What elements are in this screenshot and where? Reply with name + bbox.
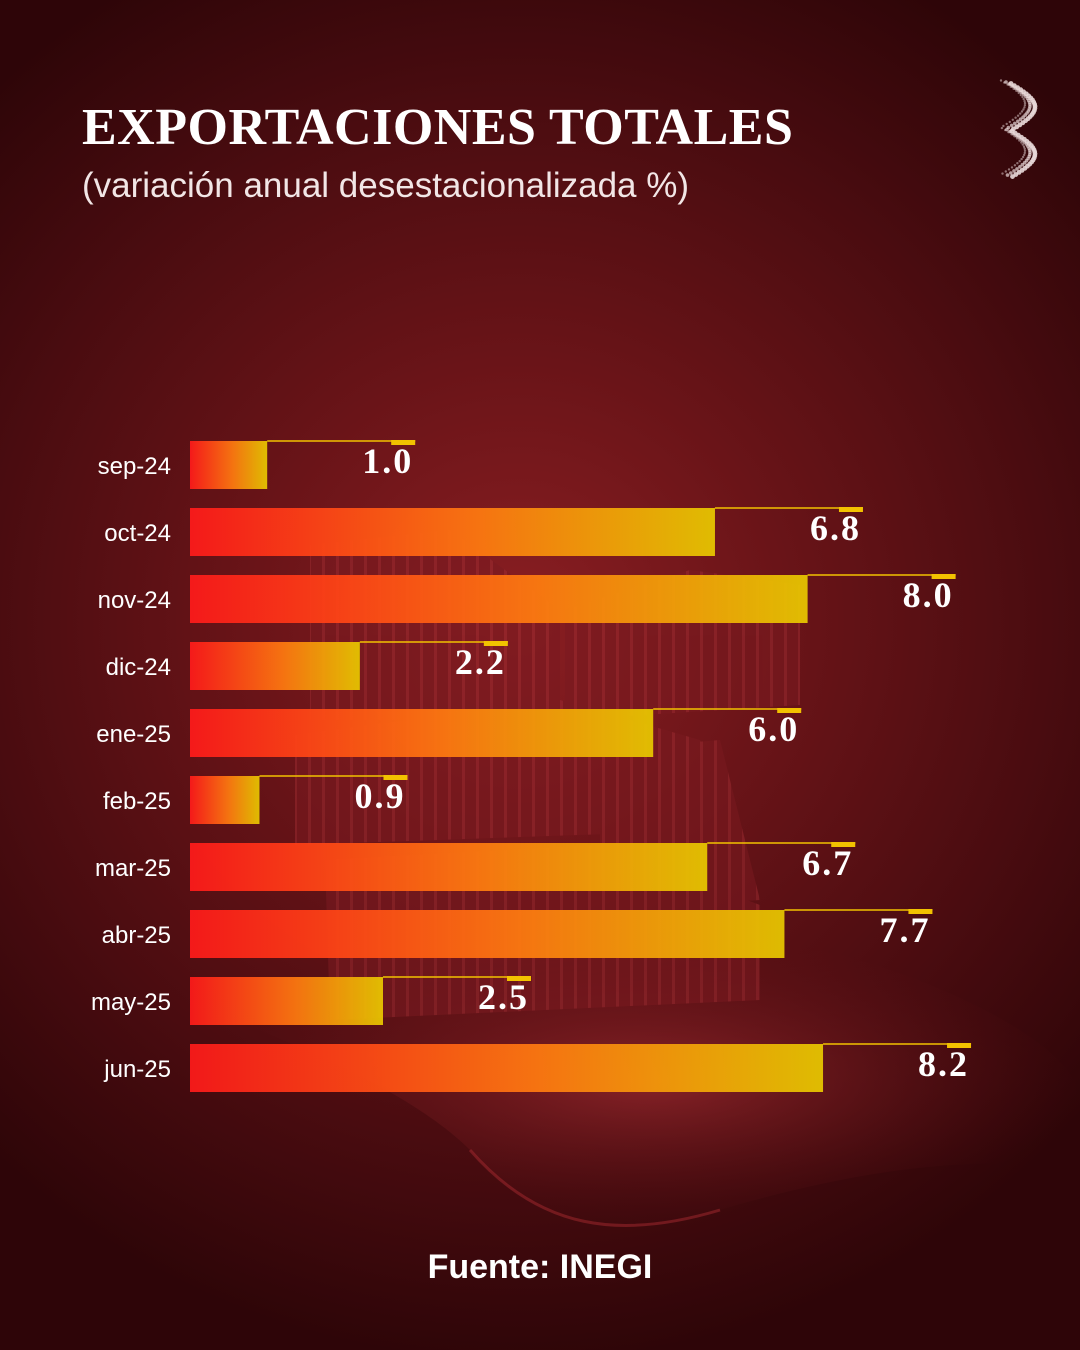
category-label: abr-25 xyxy=(102,922,171,949)
chart-subtitle: (variación anual desestacionalizada %) xyxy=(82,166,690,205)
category-label: sep-24 xyxy=(98,453,171,480)
value-label: 2.2 xyxy=(455,642,506,682)
bar-sep-24 xyxy=(190,441,268,489)
category-label: mar-25 xyxy=(95,855,171,882)
value-tab-marker xyxy=(483,641,508,646)
dotted-s-logo-icon xyxy=(999,79,1038,179)
chart-title: EXPORTACIONES TOTALES xyxy=(82,99,794,156)
bar-nov-24 xyxy=(190,575,808,623)
value-label: 7.7 xyxy=(879,910,930,950)
bar-may-25 xyxy=(190,977,383,1025)
bar-abr-25 xyxy=(190,910,785,958)
value-label: 1.0 xyxy=(362,441,413,481)
value-tab-marker xyxy=(831,842,856,847)
bar-ene-25 xyxy=(190,709,654,757)
value-tab-marker xyxy=(908,909,933,914)
value-tab-marker xyxy=(838,507,863,512)
value-label: 6.8 xyxy=(810,508,861,548)
value-tab-marker xyxy=(391,440,416,445)
bar-jun-25 xyxy=(190,1044,824,1092)
value-tab-marker xyxy=(931,574,956,579)
value-tab-marker xyxy=(947,1043,972,1048)
bar-feb-25 xyxy=(190,776,260,824)
bar-mar-25 xyxy=(190,843,708,891)
category-label: nov-24 xyxy=(98,587,171,614)
value-tab-marker xyxy=(507,976,531,981)
value-label: 8.2 xyxy=(918,1044,969,1084)
bar-dic-24 xyxy=(190,642,360,690)
value-label: 2.5 xyxy=(478,977,529,1017)
category-label: jun-25 xyxy=(103,1056,171,1083)
category-label: may-25 xyxy=(91,989,171,1016)
value-tab-marker xyxy=(383,775,408,780)
value-label: 6.0 xyxy=(748,709,799,749)
source-note: Fuente: INEGI xyxy=(427,1248,653,1286)
category-label: ene-25 xyxy=(96,721,171,748)
category-label: feb-25 xyxy=(103,788,171,815)
value-label: 8.0 xyxy=(903,575,954,615)
category-label: oct-24 xyxy=(104,520,171,547)
value-label: 6.7 xyxy=(802,843,853,883)
bar-oct-24 xyxy=(190,508,715,556)
value-label: 0.9 xyxy=(354,776,405,816)
category-label: dic-24 xyxy=(106,654,171,681)
value-tab-marker xyxy=(777,708,802,713)
